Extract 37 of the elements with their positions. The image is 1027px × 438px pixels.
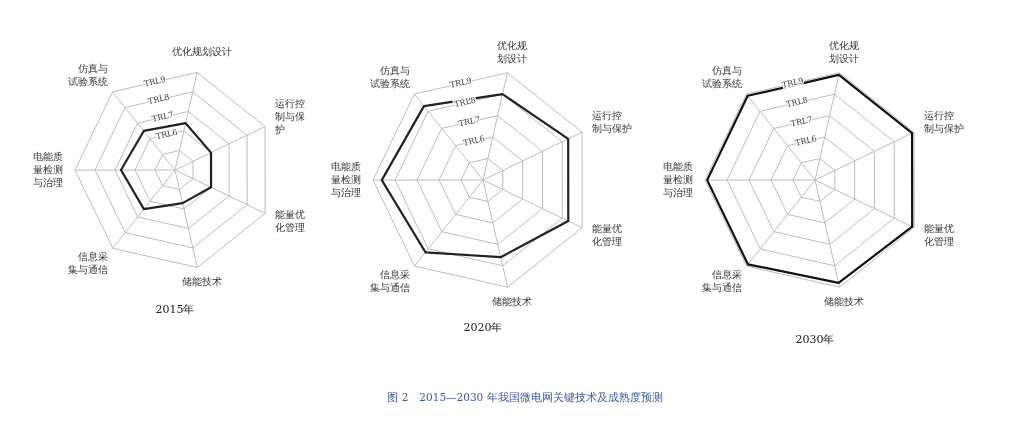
tick-label: TRL9: [781, 76, 805, 90]
category-label: 信息采集与通信: [68, 250, 109, 275]
category-label: 电能质量检测与治理: [331, 160, 361, 198]
category-label: 储能技术: [181, 276, 222, 288]
tick-label: TRL6: [155, 127, 179, 142]
category-label: 信息采集与通信: [702, 268, 743, 293]
category-label: 运行控制与保护: [275, 98, 306, 136]
title: 2015年: [155, 303, 195, 316]
category-label: 信息采集与通信: [370, 268, 411, 293]
tick-label: TRL9: [143, 74, 167, 89]
tick-label: TRL9: [449, 76, 473, 90]
category-label: 优化规划设计: [496, 40, 527, 65]
category-label: 电能质量检测与治理: [33, 150, 63, 188]
category-label: 能量优化管理: [592, 223, 623, 248]
category-label: 储能技术: [824, 296, 865, 308]
category-label: 运行控制与保护: [592, 110, 633, 135]
category-label: 电能质量检测与治理: [663, 160, 693, 198]
category-label: 优化规划设计: [828, 40, 859, 65]
tick-label: TRL7: [790, 114, 814, 129]
category-label: 仿真与试验系统: [369, 65, 410, 90]
title: 2020年: [463, 321, 503, 334]
category-label: 仿真与试验系统: [68, 63, 109, 88]
tick-label: TRL6: [462, 134, 486, 148]
tick-label: TRL7: [458, 114, 482, 129]
category-label: 优化规划设计: [171, 46, 232, 58]
tick-label: TRL6: [794, 134, 818, 148]
category-label: 能量优化管理: [924, 223, 955, 248]
tick-label: TRL8: [147, 92, 171, 107]
tick-label: TRL7: [151, 110, 175, 124]
tick-label: TRL8: [785, 95, 809, 110]
category-label: 储能技术: [492, 296, 533, 308]
category-label: 运行控制与保护: [924, 110, 965, 135]
tick-label: TRL8: [453, 95, 477, 110]
title: 2030年: [795, 333, 835, 346]
annotation: 图 2 2015—2030 年我国微电网关键技术及成熟度预测: [387, 391, 663, 403]
category-label: 能量优化管理: [275, 208, 306, 233]
category-label: 仿真与试验系统: [701, 65, 742, 90]
